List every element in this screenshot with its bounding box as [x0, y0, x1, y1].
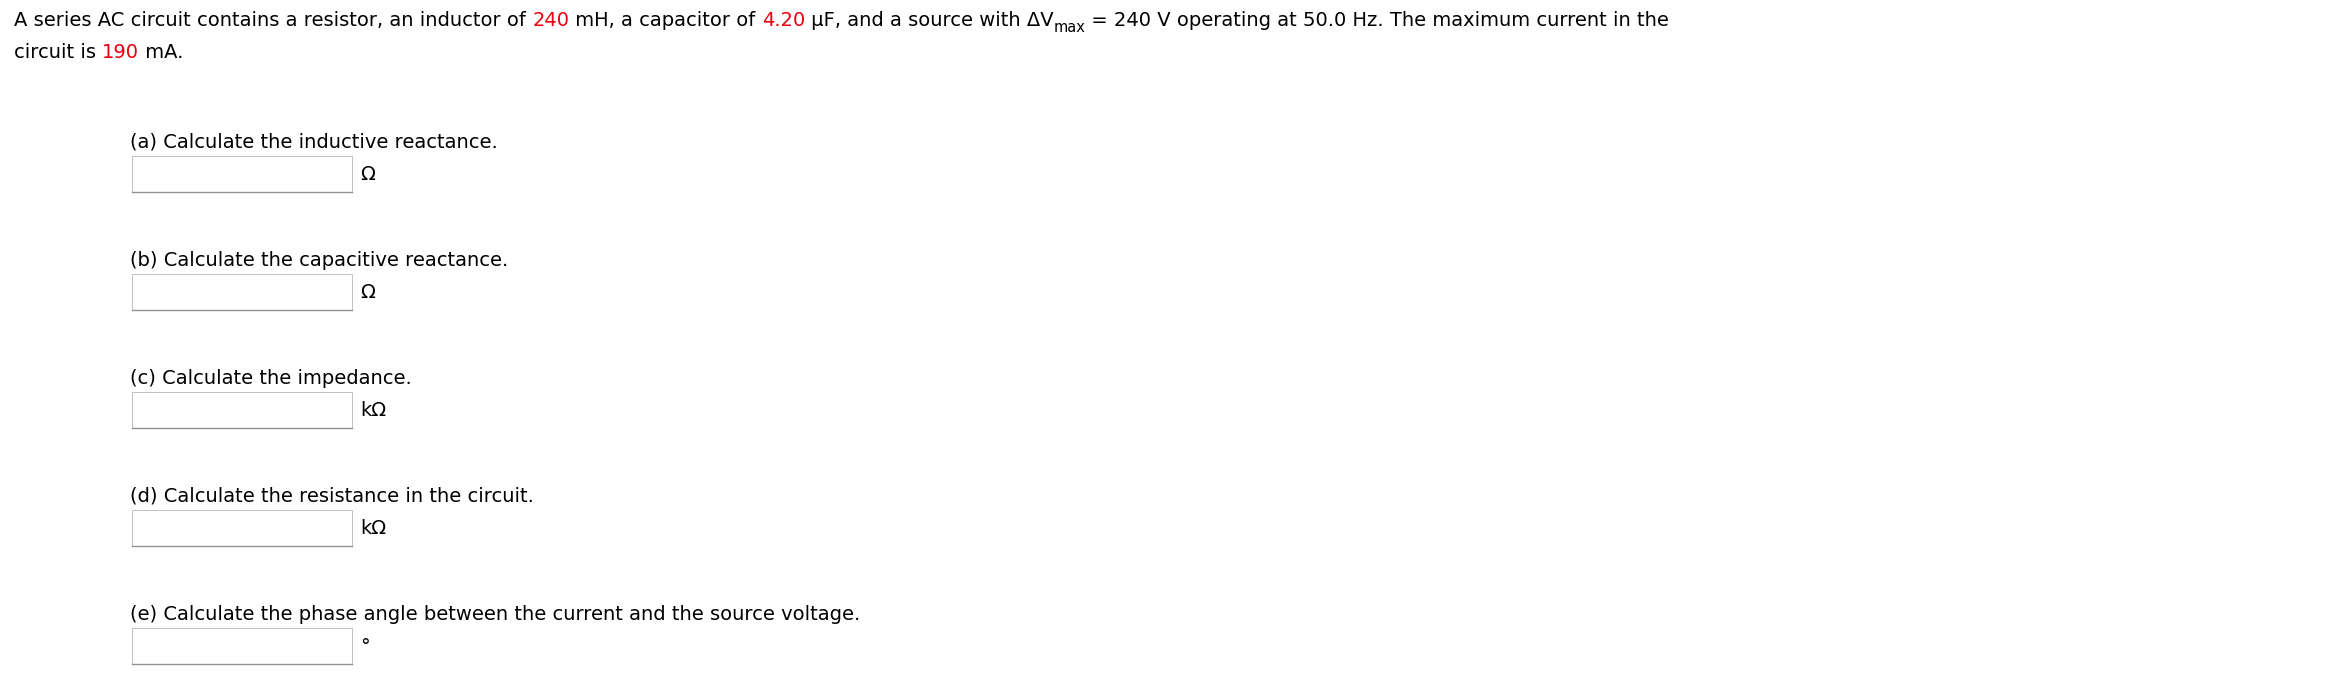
- Bar: [131, 156, 352, 192]
- Text: μF, and a source with ΔV: μF, and a source with ΔV: [805, 11, 1054, 30]
- Text: circuit is: circuit is: [14, 43, 103, 62]
- Text: 240: 240: [533, 11, 568, 30]
- Text: A series AC circuit contains a resistor, an inductor of: A series AC circuit contains a resistor,…: [14, 11, 533, 30]
- Text: (e) Calculate the phase angle between the current and the source voltage.: (e) Calculate the phase angle between th…: [129, 605, 859, 624]
- Text: mH, a capacitor of: mH, a capacitor of: [568, 11, 761, 30]
- Text: Ω: Ω: [359, 282, 376, 302]
- Text: Ω: Ω: [359, 164, 376, 183]
- Text: kΩ: kΩ: [359, 401, 385, 419]
- Text: kΩ: kΩ: [359, 518, 385, 538]
- Text: (b) Calculate the capacitive reactance.: (b) Calculate the capacitive reactance.: [129, 251, 507, 270]
- Bar: [131, 628, 352, 664]
- Text: = 240 V operating at 50.0 Hz. The maximum current in the: = 240 V operating at 50.0 Hz. The maximu…: [1085, 11, 1669, 30]
- Text: max: max: [1054, 20, 1085, 35]
- Text: °: °: [359, 637, 369, 655]
- Text: (a) Calculate the inductive reactance.: (a) Calculate the inductive reactance.: [129, 133, 498, 152]
- Bar: [131, 510, 352, 546]
- Bar: [131, 392, 352, 428]
- Text: 190: 190: [103, 43, 139, 62]
- Text: (d) Calculate the resistance in the circuit.: (d) Calculate the resistance in the circ…: [129, 487, 533, 506]
- Text: mA.: mA.: [139, 43, 183, 62]
- Text: 4.20: 4.20: [761, 11, 805, 30]
- Bar: [131, 274, 352, 310]
- Text: (c) Calculate the impedance.: (c) Calculate the impedance.: [129, 369, 411, 388]
